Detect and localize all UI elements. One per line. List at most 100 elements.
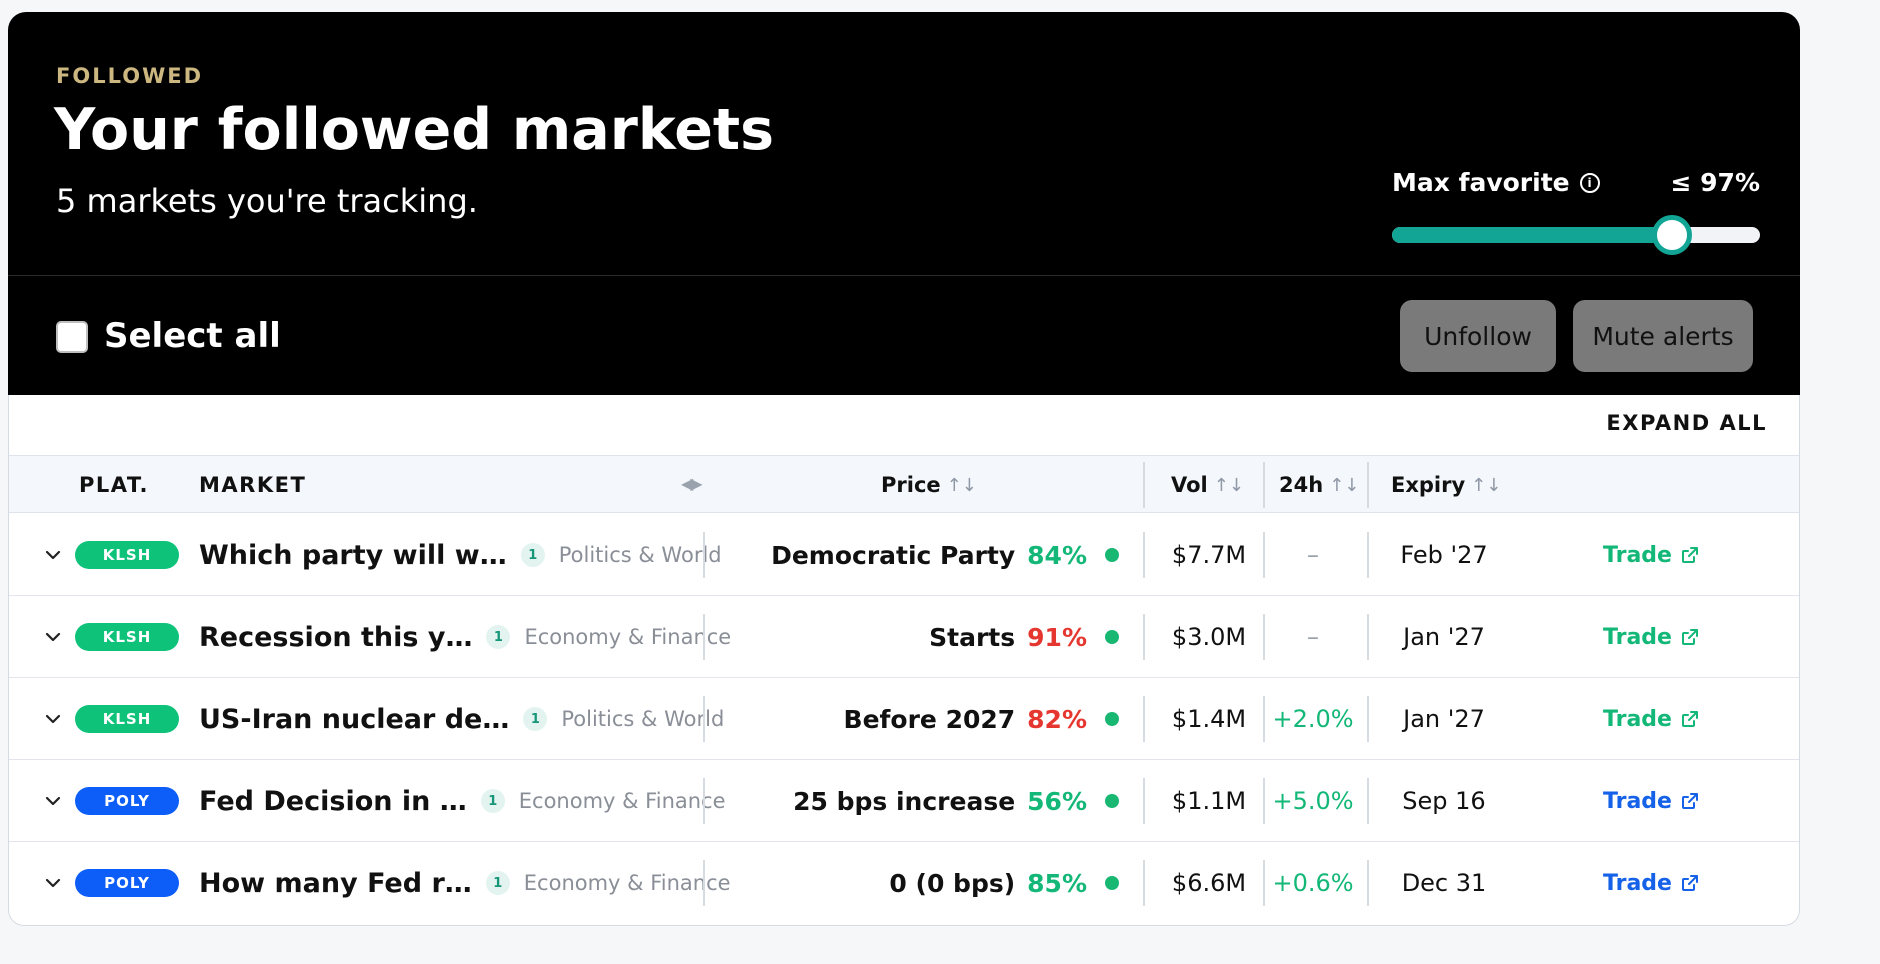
section-eyebrow: FOLLOWED	[56, 64, 204, 88]
slider-thumb[interactable]	[1651, 215, 1692, 255]
max-favorite-text: Max favorite	[1392, 168, 1570, 197]
column-divider	[1263, 860, 1265, 906]
column-price[interactable]: Price ↑↓	[881, 456, 977, 514]
chevron-down-icon[interactable]	[37, 760, 69, 842]
market-title[interactable]: How many Fed r…	[199, 867, 472, 899]
column-divider	[1143, 462, 1145, 508]
expand-all-button[interactable]: EXPAND ALL	[1606, 411, 1767, 435]
change-24h-value: +2.0%	[1272, 705, 1354, 733]
chevron-down-icon[interactable]	[37, 842, 69, 924]
market-cell[interactable]: Which party will w… 1 Politics & World	[199, 514, 722, 596]
category-label: Economy & Finance	[523, 871, 731, 895]
table-row[interactable]: POLY Fed Decision in … 1 Economy & Finan…	[9, 760, 1799, 842]
trade-link[interactable]: Trade	[1603, 760, 1700, 842]
trade-label: Trade	[1603, 706, 1672, 732]
markets-table: EXPAND ALL PLAT. MARKET ◀▶ Price ↑↓ Vol ↑↓…	[8, 395, 1800, 926]
column-divider	[703, 696, 705, 742]
column-divider	[1143, 614, 1145, 660]
trade-link[interactable]: Trade	[1603, 678, 1700, 760]
column-divider	[1367, 532, 1369, 578]
price-value: 91%	[1027, 622, 1087, 652]
max-favorite-label: Max favorite i	[1392, 168, 1600, 197]
column-expiry-label: Expiry	[1391, 473, 1466, 497]
chevron-down-icon[interactable]	[37, 678, 69, 760]
column-volume[interactable]: Vol ↑↓	[1171, 456, 1244, 514]
price-value: 85%	[1027, 868, 1087, 898]
trade-link[interactable]: Trade	[1603, 842, 1700, 924]
volume-value: $6.6M	[1171, 869, 1247, 897]
column-divider	[1367, 614, 1369, 660]
table-row[interactable]: KLSH Which party will w… 1 Politics & Wo…	[9, 514, 1799, 596]
column-market: MARKET	[199, 473, 307, 497]
table-row[interactable]: KLSH US-Iran nuclear de… 1 Politics & Wo…	[9, 678, 1799, 760]
info-icon[interactable]: i	[1579, 172, 1600, 193]
mute-alerts-button[interactable]: Mute alerts	[1573, 300, 1753, 372]
trade-label: Trade	[1603, 870, 1672, 896]
external-link-icon	[1681, 629, 1698, 645]
outcome-count-badge: 1	[486, 625, 511, 649]
outcome-count-badge: 1	[485, 871, 510, 895]
trade-label: Trade	[1603, 788, 1672, 814]
external-link-icon	[1681, 547, 1698, 563]
market-cell[interactable]: Recession this y… 1 Economy & Finance	[199, 596, 731, 678]
price-cell: Democratic Party 84%	[771, 514, 1119, 596]
table-row[interactable]: POLY How many Fed r… 1 Economy & Finance…	[9, 842, 1799, 924]
change-24h-value: +5.0%	[1272, 787, 1354, 815]
table-row[interactable]: KLSH Recession this y… 1 Economy & Finan…	[9, 596, 1799, 678]
market-title[interactable]: Which party will w…	[199, 539, 507, 571]
slider-fill	[1392, 227, 1672, 243]
volume-value: $7.7M	[1171, 541, 1247, 569]
market-cell[interactable]: Fed Decision in … 1 Economy & Finance	[199, 760, 726, 842]
trade-label: Trade	[1603, 542, 1672, 568]
price-cell: 0 (0 bps) 85%	[889, 842, 1119, 924]
select-all-checkbox[interactable]	[56, 321, 88, 353]
external-link-icon	[1681, 793, 1698, 809]
external-link-icon	[1681, 711, 1698, 727]
sort-icon: ↑↓	[946, 474, 977, 496]
price-cell: 25 bps increase 56%	[793, 760, 1119, 842]
change-24h-value: +0.6%	[1272, 869, 1354, 897]
volume-value: $3.0M	[1171, 623, 1247, 651]
outcome-count-badge: 1	[523, 707, 548, 731]
column-divider	[1367, 462, 1369, 508]
trade-link[interactable]: Trade	[1603, 596, 1700, 678]
market-cell[interactable]: US-Iran nuclear de… 1 Politics & World	[199, 678, 724, 760]
platform-badge: KLSH	[75, 705, 179, 733]
category-label: Politics & World	[561, 707, 725, 731]
volume-value: $1.1M	[1171, 787, 1247, 815]
live-status-dot	[1105, 712, 1119, 726]
column-divider	[1263, 532, 1265, 578]
column-change-label: 24h	[1279, 473, 1324, 497]
market-title[interactable]: Fed Decision in …	[199, 785, 467, 817]
column-resize-handle[interactable]: ◀▶	[681, 474, 703, 493]
sort-icon: ↑↓	[1213, 474, 1244, 496]
column-divider	[703, 778, 705, 824]
chevron-down-icon[interactable]	[37, 514, 69, 596]
unfollow-button[interactable]: Unfollow	[1400, 300, 1556, 372]
price-cell: Starts 91%	[929, 596, 1119, 678]
market-title[interactable]: Recession this y…	[199, 621, 473, 653]
category-label: Politics & World	[558, 543, 722, 567]
market-cell[interactable]: How many Fed r… 1 Economy & Finance	[199, 842, 731, 924]
max-favorite-slider[interactable]	[1392, 215, 1760, 255]
volume-value: $1.4M	[1171, 705, 1247, 733]
chevron-down-icon[interactable]	[37, 596, 69, 678]
expiry-value: Jan '27	[1403, 705, 1485, 733]
trade-link[interactable]: Trade	[1603, 514, 1700, 596]
platform-badge: KLSH	[75, 541, 179, 569]
column-divider	[1263, 462, 1265, 508]
platform-badge: POLY	[75, 869, 179, 897]
column-divider	[1367, 778, 1369, 824]
column-change[interactable]: 24h ↑↓	[1279, 456, 1359, 514]
column-divider	[1143, 696, 1145, 742]
select-all-label[interactable]: Select all	[104, 316, 281, 356]
column-divider	[1143, 532, 1145, 578]
column-expiry[interactable]: Expiry ↑↓	[1391, 456, 1501, 514]
column-divider	[1143, 860, 1145, 906]
outcome-count-badge: 1	[480, 789, 505, 813]
change-24h-value: –	[1307, 623, 1319, 651]
column-divider	[1263, 696, 1265, 742]
price-value: 84%	[1027, 540, 1087, 570]
expiry-value: Feb '27	[1400, 541, 1488, 569]
market-title[interactable]: US-Iran nuclear de…	[199, 703, 510, 735]
